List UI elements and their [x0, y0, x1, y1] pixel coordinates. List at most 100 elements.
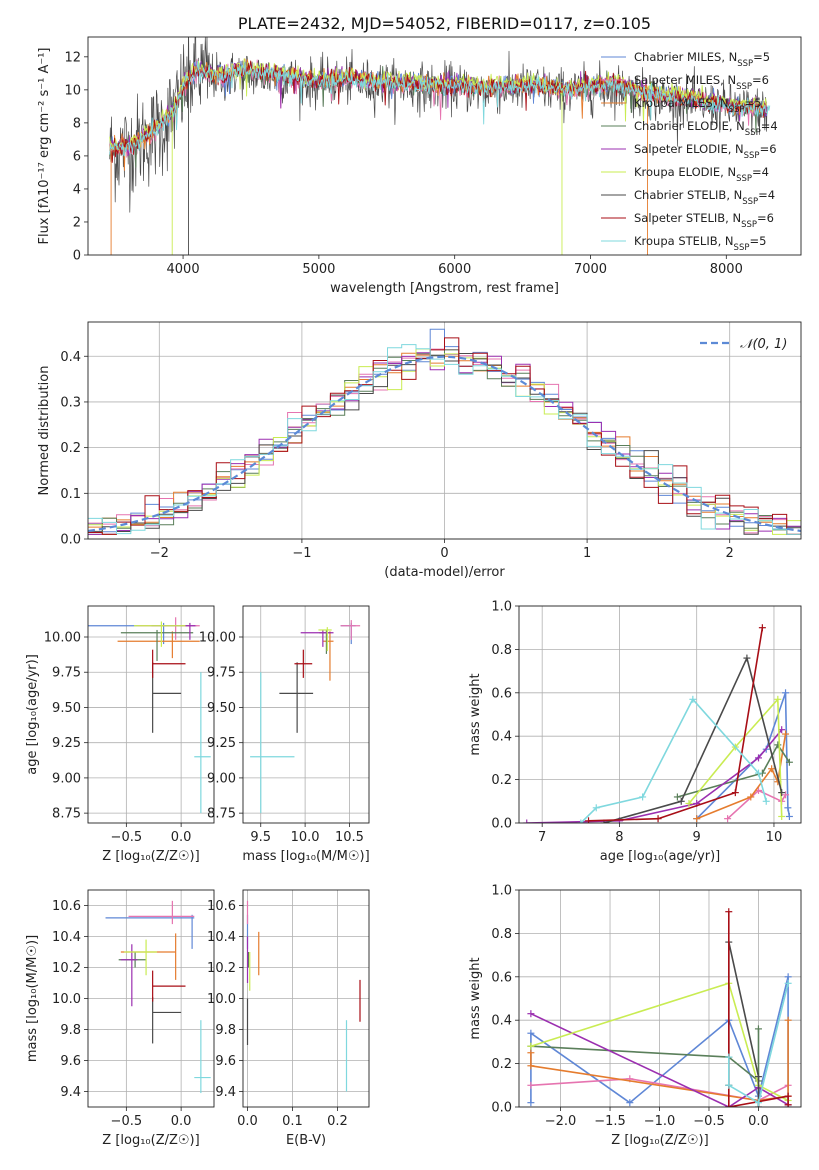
weight-line-kroupa_elodie [688, 698, 783, 817]
y-tick-label: 8 [73, 116, 81, 131]
axes-frame [87, 321, 802, 540]
y-tick-label: 10.4 [207, 930, 236, 945]
y-tick-label: 1.0 [491, 600, 512, 615]
legend-entry: Salpeter ELODIE, NSSP=6 [601, 142, 777, 161]
x-tick-label: −0.5 [693, 1114, 725, 1129]
y-axis-label: Normed distribution [37, 366, 52, 496]
plot-area-spectrum [109, 37, 771, 255]
errorbar-point-kroupa_miles [120, 933, 177, 980]
x-tick-label: −1.5 [594, 1114, 626, 1129]
legend-label: Kroupa ELODIE, NSSP=4 [634, 165, 769, 184]
y-tick-label: 9.4 [215, 1085, 236, 1100]
weight-marker [747, 793, 755, 801]
y-tick-label: 9.8 [215, 1023, 236, 1038]
weight-marker [784, 1092, 792, 1100]
x-tick-label: 10.0 [291, 830, 320, 845]
errorbar-point-kroupa_stelib [194, 1020, 211, 1094]
legend-label-main: Salpeter STELIB, N [634, 211, 741, 225]
y-tick-label: 0.4 [491, 730, 512, 745]
errorbar-point-chabrier_elodie [120, 629, 194, 661]
histogram-chabrier_elodie [88, 349, 801, 535]
legend-label-main: Salpeter MILES, N [634, 73, 736, 87]
x-tick-label: 0.0 [171, 1114, 192, 1129]
weight-marker [755, 769, 763, 777]
y-tick-label: 9.25 [52, 736, 81, 751]
axes-age_vs_mass: 9.5 10.0 10.5 8.75 9.00 9.25 9.50 9.75 10.00 mass… [199, 605, 370, 864]
weight-marker [626, 1099, 634, 1107]
x-axis-label: Z [log₁₀(Z/Z☉)] [102, 1133, 199, 1148]
legend-label-tail: =6 [760, 142, 777, 156]
errorbar-point-kroupa_miles [322, 631, 334, 681]
legend-label-tail: =5 [749, 234, 766, 248]
legend-entry: Kroupa STELIB, NSSP=5 [601, 234, 766, 253]
x-tick-label: 7000 [574, 262, 607, 277]
x-axis-label: (data-model)/error [384, 565, 505, 580]
y-axis-label: mass weight [468, 957, 483, 1039]
weight-line-salpeter_stelib [588, 627, 764, 822]
plot-area-weight_vs_age [523, 624, 793, 823]
weight-marker [577, 819, 585, 823]
weight-marker [725, 1081, 733, 1089]
y-tick-label: 10 [64, 83, 81, 98]
axes-frame [242, 605, 370, 824]
weight-marker [523, 819, 531, 823]
y-tick-label: 0.8 [491, 643, 512, 658]
weight-marker [774, 741, 782, 749]
weight-line-chabrier_stelib [603, 657, 783, 823]
y-tick-label: 9.50 [207, 701, 236, 716]
legend-entry: Kroupa ELODIE, NSSP=4 [601, 165, 769, 184]
y-axis-label: mass [log₁₀(M/M☉)] [25, 935, 40, 1062]
weight-marker [527, 1081, 535, 1089]
weight-marker [774, 695, 782, 703]
y-axis-label: Flux [fλ10⁻¹⁷ erg cm⁻² s⁻¹ A⁻¹] [37, 48, 52, 245]
x-tick-label: −1.0 [644, 1114, 676, 1129]
x-tick-label: 0 [440, 546, 448, 561]
axes-frame [87, 605, 215, 824]
y-tick-label: 10.00 [44, 631, 81, 646]
y-tick-label: 0 [73, 249, 81, 264]
y-tick-label: 9.50 [52, 701, 81, 716]
legend-label-sub: SSP [734, 243, 750, 253]
errorbar-point-salpeter_elodie [300, 629, 334, 647]
axes-frame [87, 889, 215, 1108]
weight-line-chabrier_elodie [530, 1028, 760, 1082]
legend-label-sub: SSP [741, 220, 757, 230]
weight-line-chabrier_stelib [728, 941, 760, 1107]
weight-marker [785, 758, 793, 766]
plot-area-weight_vs_Z [527, 908, 792, 1107]
legend-label: Salpeter MILES, NSSP=6 [634, 73, 769, 92]
y-tick-label: 0.3 [60, 395, 81, 410]
legend-label-main: Chabrier ELODIE, N [634, 119, 745, 133]
y-tick-label: 9.6 [215, 1054, 236, 1069]
x-tick-label: 8 [615, 830, 623, 845]
spectrum-series-kroupa_stelib [109, 60, 771, 157]
weight-marker [725, 1053, 733, 1061]
histogram-kroupa_stelib [88, 344, 801, 535]
x-tick-label: 10.5 [335, 830, 364, 845]
weight-marker [639, 793, 647, 801]
x-tick-label: −0.5 [111, 1114, 143, 1129]
legend-label-tail: =4 [761, 119, 778, 133]
weight-marker [755, 754, 763, 762]
weight-marker [725, 908, 733, 916]
legend-label-tail: =5 [753, 50, 770, 64]
y-tick-label: 10.2 [207, 961, 236, 976]
legend-label: Kroupa MILES, NSSP=5 [634, 96, 761, 115]
y-tick-label: 12 [64, 50, 81, 65]
errorbar-point-salpeter_miles [340, 620, 361, 640]
errorbar-point-kroupa_stelib [194, 672, 211, 814]
normal-curve [88, 355, 801, 533]
y-tick-label: 9.75 [52, 666, 81, 681]
weight-marker [754, 1025, 762, 1033]
weight-line-kroupa_stelib [728, 983, 789, 1104]
weight-marker [724, 815, 732, 823]
weight-marker [585, 817, 593, 823]
legend-label-sub: SSP [744, 151, 760, 161]
errorbar-point-salpeter_miles [128, 900, 195, 925]
y-tick-label: 0.4 [491, 1014, 512, 1029]
y-tick-label: 4 [73, 182, 81, 197]
axes-spectrum: 4000 5000 6000 7000 8000 0 2 4 6 8 10 12 wavelength … [37, 14, 802, 296]
errorbar-point-chabrier_miles [105, 914, 195, 949]
